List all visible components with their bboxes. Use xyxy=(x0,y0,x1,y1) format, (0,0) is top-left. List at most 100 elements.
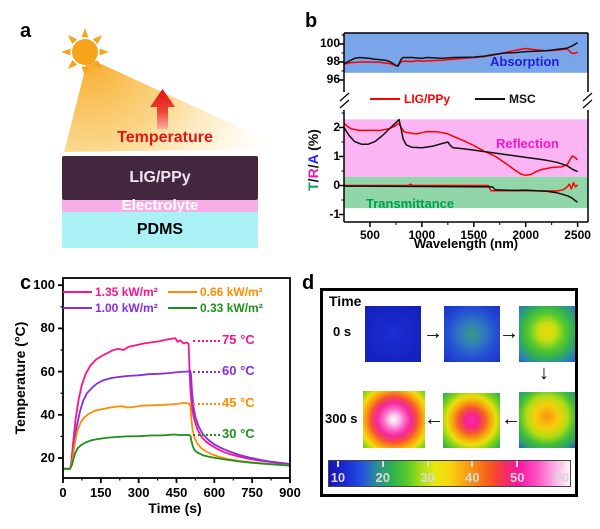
arrow-left-icon: ← xyxy=(424,408,444,430)
colorbar-tick-label: 20 xyxy=(375,470,390,485)
c-x-axis-label: Time (s) xyxy=(148,500,202,516)
thermal-square-r1c0 xyxy=(363,391,425,448)
time-300s-label: 300 s xyxy=(325,411,358,426)
time-header: Time xyxy=(329,293,362,309)
transmittance-label: Transmittance xyxy=(366,196,455,211)
transmittance-band xyxy=(344,176,588,209)
legend-line-2 xyxy=(168,291,197,293)
colorbar-tick xyxy=(381,461,384,467)
panel-a-schematic: Temperature LIG/PPy Electrolyte PDMS xyxy=(0,0,300,260)
colorbar-tick xyxy=(426,461,429,467)
c-xtick-label: 600 xyxy=(203,485,226,500)
panel-b-spectra-chart: T/R/A (%) Wavelength (nm) Absorption Refl… xyxy=(300,0,600,260)
time-0s-label: 0 s xyxy=(333,324,352,339)
legend-label-3: 0.33 kW/m² xyxy=(200,301,263,315)
b-xtick-label: 500 xyxy=(359,228,380,242)
panel-c-temperature-chart: Temperature (°C) Time (s) 20 40 60 80 100 0 15… xyxy=(0,260,301,529)
thermal-square-r0c2 xyxy=(519,306,575,362)
legend-line-3 xyxy=(168,307,197,309)
layer-lig-ppy: LIG/PPy xyxy=(62,156,258,200)
colorbar-tick xyxy=(516,461,519,467)
panel-label-c: c xyxy=(20,272,32,294)
c-ytick-label: 40 xyxy=(40,406,55,422)
colorbar-tick-label: 30 xyxy=(420,470,435,485)
annotation-label-75: 75 °C xyxy=(222,332,255,348)
annotation-line-60 xyxy=(193,370,220,373)
legend-label-2: 0.66 kW/m² xyxy=(200,285,263,299)
b-ylabel-segment: / xyxy=(305,164,321,169)
layer-electrolyte-label: Electrolyte xyxy=(121,197,199,214)
colorbar-tick-label: 40 xyxy=(465,470,480,485)
sun-beam xyxy=(64,58,287,152)
colorbar-tick xyxy=(471,461,474,467)
colorbar-tick xyxy=(336,461,339,467)
b-x-axis-label: Wavelength (nm) xyxy=(413,236,519,251)
panel-label-a: a xyxy=(20,20,32,42)
absorption-label: Absorption xyxy=(490,54,560,69)
legend-line-0 xyxy=(63,291,92,293)
sun-icon xyxy=(61,28,109,76)
axis-break-marks xyxy=(339,92,593,109)
annotation-label-30: 30 °C xyxy=(222,426,255,442)
legend-label-0: 1.35 kW/m² xyxy=(95,285,158,299)
thermal-colorbar: 10 20 30 40 50 60 xyxy=(328,460,571,487)
colorbar-tick-label: 50 xyxy=(509,470,525,485)
c-xtick-label: 900 xyxy=(279,485,301,500)
arrow-left-icon: ← xyxy=(501,408,521,430)
spectra-plot xyxy=(339,32,593,227)
b-xtick-label: 1000 xyxy=(408,228,436,242)
series-lig-ppy-transmittance xyxy=(344,181,579,192)
c-ytick-label: 20 xyxy=(40,450,55,465)
thermal-square-r1c1 xyxy=(443,393,500,448)
series-0-33-kw-m- xyxy=(63,433,291,470)
series-msc-transmittance xyxy=(343,185,579,203)
colorbar-tick xyxy=(561,461,564,467)
c-ytick-label: 80 xyxy=(40,320,55,336)
legend-line-1 xyxy=(63,307,92,309)
series-1-35-kw-m- xyxy=(63,337,291,470)
layer-pdms: PDMS xyxy=(62,212,258,248)
arrow-down-icon: ↓ xyxy=(539,362,549,384)
series-1-00-kw-m- xyxy=(63,370,291,470)
thermal-square-r0c1 xyxy=(444,306,500,362)
b-ytick-label: 100 xyxy=(319,36,340,50)
thermal-square-r1c2 xyxy=(519,392,575,448)
reflection-label: Reflection xyxy=(496,136,559,151)
c-xtick-label: 150 xyxy=(89,485,112,500)
b-xtick-label: 2000 xyxy=(512,228,540,242)
b-xtick-label: 1500 xyxy=(460,228,488,242)
series-lig-ppy-reflection xyxy=(343,122,579,177)
b-ytick-label: 1 xyxy=(333,148,340,163)
b-ytick-label: 96 xyxy=(326,72,340,86)
layer-pdms-label: PDMS xyxy=(136,221,184,238)
legend-line-lig-ppy xyxy=(370,98,400,100)
layer-electrolyte: Electrolyte xyxy=(62,197,258,214)
annotation-line-75 xyxy=(193,340,220,343)
panel-label-d: d xyxy=(302,272,315,294)
annotation-label-60: 60 °C xyxy=(222,362,255,378)
annotation-line-30 xyxy=(193,434,220,437)
colorbar-tick-label: 10 xyxy=(330,470,346,485)
thermal-square-r0c0 xyxy=(365,306,421,362)
annotation-line-45 xyxy=(193,403,220,405)
solar-heating-graphic xyxy=(61,28,287,152)
series-0-66-kw-m- xyxy=(63,401,291,470)
b-ytick-label: 0 xyxy=(333,177,340,192)
layer-lig-ppy-label: LIG/PPy xyxy=(129,169,191,186)
colorbar-tick-label: 60 xyxy=(554,470,570,485)
c-xtick-label: 0 xyxy=(59,485,67,500)
legend-label-lig-ppy: LIG/PPy xyxy=(404,92,451,106)
temperature-label: Temperature xyxy=(117,129,213,146)
legend-line-msc xyxy=(475,98,505,100)
temperature-plot xyxy=(58,277,291,483)
b-ytick-label: 2 xyxy=(333,119,340,134)
c-xtick-label: 450 xyxy=(165,485,188,500)
c-xtick-label: 300 xyxy=(127,485,150,500)
c-ytick-label: 60 xyxy=(40,363,55,379)
series-msc-reflection xyxy=(343,118,578,173)
annotation-label-45: 45 °C xyxy=(222,395,255,410)
b-xtick-label: 2500 xyxy=(564,228,591,242)
panel-d-thermal-images: Time 0 s 300 s → → ↓ ← ← 10 20 30 40 50 60 xyxy=(320,288,578,497)
arrow-right-icon: → xyxy=(423,322,443,344)
